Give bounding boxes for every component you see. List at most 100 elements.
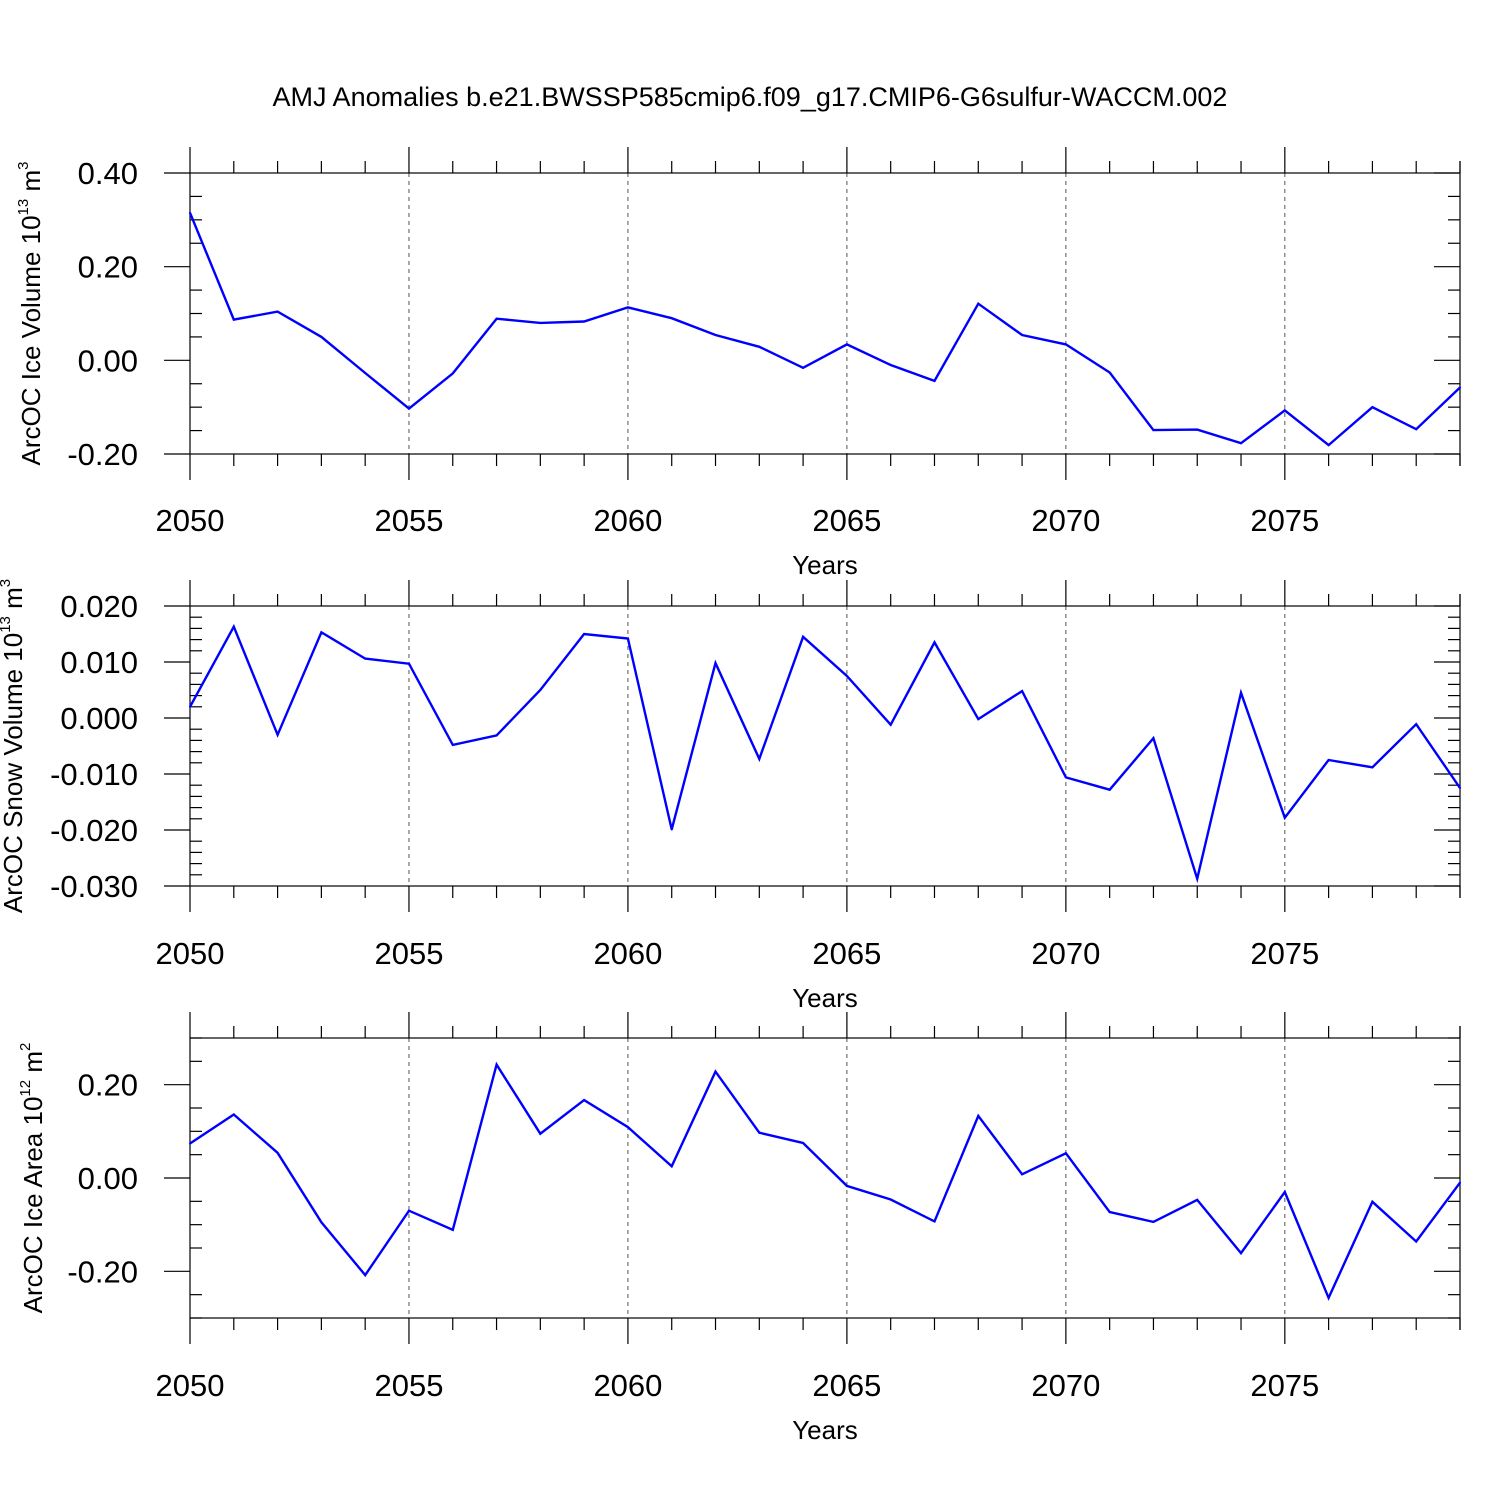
data-point [539, 689, 542, 691]
data-point [1415, 1240, 1418, 1243]
data-point [1152, 429, 1155, 432]
panel-ice-area: -0.20 0.00 0.20 2050 2055 2060 2065 2070 2075 Yea… [17, 1012, 1461, 1445]
y-tick-label: 0.00 [78, 1161, 138, 1196]
x-tick-label: 2065 [812, 503, 881, 538]
data-point [1196, 1198, 1199, 1201]
x-tick-label: 2060 [593, 503, 662, 538]
data-point [889, 1198, 892, 1201]
y-tick-label: 0.40 [78, 156, 138, 191]
x-axis-title: Years [792, 1415, 858, 1445]
y-axis-title: ArcOC Ice Volume 1013 m3 [15, 162, 46, 466]
data-point [364, 371, 367, 374]
data-point [1327, 759, 1330, 761]
data-point [320, 1221, 323, 1224]
data-point [1021, 334, 1024, 337]
series-line [188, 212, 1461, 447]
x-tick-label: 2070 [1031, 936, 1100, 971]
data-point [364, 657, 367, 660]
data-point [933, 1220, 936, 1223]
data-point [714, 662, 717, 665]
data-point [714, 1070, 717, 1073]
y-axis-title: ArcOC Snow Volume 1013 m3 [0, 579, 28, 913]
data-point [1415, 428, 1418, 431]
plot-frame [189, 605, 1461, 887]
data-point [189, 211, 191, 214]
data-point [845, 343, 848, 346]
data-point [1108, 1211, 1111, 1214]
data-point [802, 635, 805, 638]
data-point [802, 1142, 805, 1144]
y-tick-label: 0.000 [60, 701, 138, 736]
x-tick-label: 2075 [1250, 1368, 1319, 1403]
data-point [1459, 386, 1461, 389]
data-point [583, 320, 586, 323]
x-tick-label: 2055 [374, 1368, 443, 1403]
data-point [451, 1228, 454, 1231]
x-tick-label: 2070 [1031, 1368, 1100, 1403]
data-point [1064, 1152, 1067, 1155]
data-point [670, 828, 673, 831]
y-axis-title: ArcOC Ice Area 1012 m2 [17, 1043, 48, 1314]
data-point [1240, 442, 1243, 445]
series-line [188, 623, 1461, 884]
data-point [889, 364, 892, 367]
data-point [1283, 816, 1286, 819]
data-point [1152, 1220, 1155, 1223]
data-point [1240, 1252, 1243, 1255]
data-point [1283, 1191, 1286, 1193]
data-point [495, 317, 498, 320]
data-point [276, 310, 279, 313]
x-axis-title: Years [792, 550, 858, 580]
x-tick-label: 2075 [1250, 503, 1319, 538]
data-point [845, 675, 848, 677]
y-tick-label: -0.020 [50, 813, 138, 848]
data-point [1108, 371, 1111, 374]
x-tick-label: 2075 [1250, 936, 1319, 971]
x-tick-label: 2065 [812, 1368, 881, 1403]
data-point [977, 302, 980, 305]
data-point [539, 1132, 542, 1135]
data-point [977, 718, 980, 721]
data-point [758, 1131, 761, 1134]
data-point [407, 407, 410, 410]
data-point [1064, 776, 1067, 779]
y-tick-label: -0.010 [50, 757, 138, 792]
y-tick-label: -0.030 [50, 869, 138, 904]
plot-frame [189, 1037, 1461, 1319]
data-point [1459, 1181, 1461, 1184]
data-point [845, 1184, 848, 1187]
y-tick-label: 0.010 [60, 645, 138, 680]
data-point [1021, 690, 1024, 693]
data-point [189, 705, 191, 708]
data-point [1196, 428, 1199, 431]
data-point [583, 1099, 586, 1102]
series-line [189, 1061, 1461, 1301]
data-point [1240, 691, 1243, 694]
data-point [670, 1165, 673, 1168]
data-point [1196, 877, 1199, 880]
data-point [1327, 444, 1330, 447]
data-point [670, 317, 673, 320]
data-point [1327, 1296, 1330, 1299]
data-point [758, 757, 761, 760]
data-point [626, 306, 629, 309]
data-point [232, 625, 235, 628]
panel-ice-volume: -0.20 0.00 0.20 0.40 2050 2055 2060 2065 2070 207… [15, 147, 1461, 580]
data-point [407, 1209, 410, 1212]
data-point [539, 321, 542, 324]
data-point [626, 1126, 629, 1129]
data-point [583, 633, 586, 635]
data-point [758, 345, 761, 348]
y-tick-label: 0.20 [78, 1068, 138, 1103]
x-tick-label: 2050 [156, 936, 225, 971]
data-point [1108, 788, 1111, 791]
data-point [1283, 409, 1286, 412]
data-point [189, 1142, 191, 1145]
data-point [232, 1113, 235, 1116]
data-point [1459, 787, 1461, 789]
data-point [495, 1063, 498, 1066]
data-point [1371, 1200, 1374, 1203]
data-point [1371, 766, 1374, 769]
x-tick-label: 2050 [156, 1368, 225, 1403]
